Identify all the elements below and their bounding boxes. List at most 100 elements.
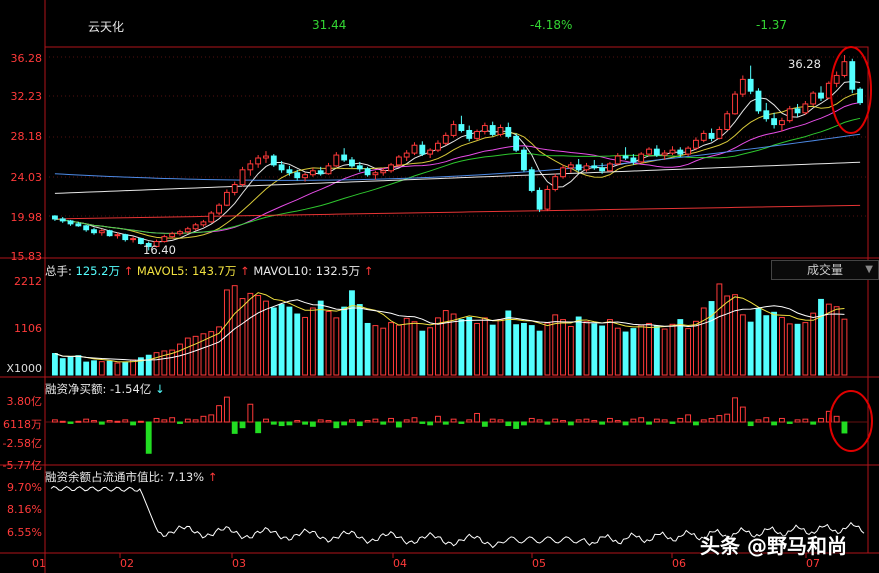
price-tick-5: 19.98: [10, 211, 43, 224]
candle-body: [489, 125, 496, 135]
margin-bar: [403, 419, 410, 423]
volume-bar: [833, 306, 840, 376]
volume-bar: [505, 310, 512, 376]
candle-body: [528, 169, 535, 191]
margin-bar: [630, 418, 637, 423]
volume-bar: [567, 325, 574, 376]
candle-body: [646, 148, 652, 155]
price-tick-2: 32.23: [10, 90, 43, 103]
margin-bar: [192, 419, 199, 423]
volume-bar: [841, 318, 848, 376]
volume-bar: [732, 294, 738, 376]
volume-bar: [263, 300, 269, 376]
candle-body: [435, 142, 441, 151]
volume-bar: [216, 326, 222, 376]
margin-bar: [122, 419, 129, 423]
candle-body: [794, 108, 801, 114]
margin-bar: [521, 421, 527, 426]
volume-bar: [669, 323, 676, 376]
margin-bar: [419, 421, 426, 424]
candle-body: [685, 147, 692, 155]
candle-body: [661, 152, 668, 156]
margin-bar: [411, 417, 418, 423]
indicator-dropdown[interactable]: 成交量 ▼: [771, 260, 879, 280]
margin-bar: [231, 421, 238, 434]
price-tick-4: 24.03: [10, 171, 43, 184]
volume-bar: [177, 343, 183, 376]
candle-body: [763, 110, 770, 120]
volume-bar: [591, 323, 598, 376]
margin-bar: [137, 420, 144, 423]
margin-bar: [114, 420, 121, 423]
volume-bar: [778, 316, 785, 376]
margin-ratio-line: [50, 485, 865, 549]
margin-bar: [427, 421, 434, 426]
margin-bar: [263, 418, 269, 423]
margin-bar: [560, 420, 566, 423]
margin-tick-1: 3.80亿: [6, 395, 43, 408]
volume-bar: [794, 323, 801, 376]
ratio-legend: 融资余额占流通市值比: 7.13% ↑: [45, 470, 218, 484]
candle-body: [278, 164, 285, 171]
margin-bar: [380, 421, 387, 425]
margin-bar: [724, 413, 731, 423]
margin-bar: [317, 419, 324, 423]
candle-body: [497, 127, 504, 135]
margin-bar: [677, 417, 684, 423]
margin-bar: [255, 421, 262, 434]
candle-body: [466, 129, 473, 139]
margin-bar: [67, 421, 74, 424]
candle-body: [122, 234, 129, 241]
candle-body: [677, 149, 684, 155]
margin-bar: [700, 419, 707, 423]
stock-name: 云天化: [88, 20, 125, 34]
volume-bar: [763, 315, 770, 376]
volume-bar: [466, 316, 473, 376]
margin-bar: [841, 421, 848, 434]
candle-body: [552, 176, 559, 190]
margin-bar: [810, 421, 817, 425]
margin-bar: [302, 421, 308, 425]
candle-body: [481, 125, 488, 132]
candle-body: [388, 164, 394, 172]
volume-bar: [614, 327, 621, 376]
volume-bar: [192, 335, 199, 376]
mavol5-label: MAVOL5: [136, 264, 185, 278]
margin-legend: 融资净买额: -1.54亿 ↓: [45, 382, 165, 396]
margin-bar: [739, 406, 746, 423]
margin-bar: [802, 418, 809, 423]
x-tick-01: 01: [32, 557, 46, 570]
volume-bar: [145, 354, 152, 376]
candle-body: [599, 167, 606, 172]
candle-body: [216, 204, 222, 214]
volume-bar: [771, 311, 778, 376]
margin-bar: [693, 421, 699, 426]
volume-bar: [521, 322, 527, 376]
volume-bar: [536, 330, 543, 376]
candle-body: [786, 108, 793, 122]
margin-bar: [372, 418, 379, 423]
volume-bar: [239, 298, 246, 376]
volume-bar: [59, 358, 66, 376]
mavol10-line: [54, 299, 845, 361]
candle-body: [450, 124, 457, 136]
margin-bar: [505, 421, 512, 427]
candle-body: [114, 234, 121, 237]
margin-bar: [747, 421, 754, 427]
candle-body: [349, 159, 355, 167]
volume-bar: [302, 316, 308, 376]
volume-bar: [599, 325, 606, 376]
candle-body: [184, 228, 191, 233]
candle-body: [693, 139, 699, 149]
margin-bar: [169, 417, 176, 423]
candle-body: [614, 155, 621, 165]
margin-bar: [528, 417, 535, 423]
margin-bar: [59, 420, 66, 423]
volume-bar: [481, 317, 488, 376]
margin-bar: [91, 420, 97, 423]
candle-body: [544, 188, 551, 210]
volume-bar: [208, 331, 215, 376]
margin-title: 融资净买额: [45, 382, 103, 396]
